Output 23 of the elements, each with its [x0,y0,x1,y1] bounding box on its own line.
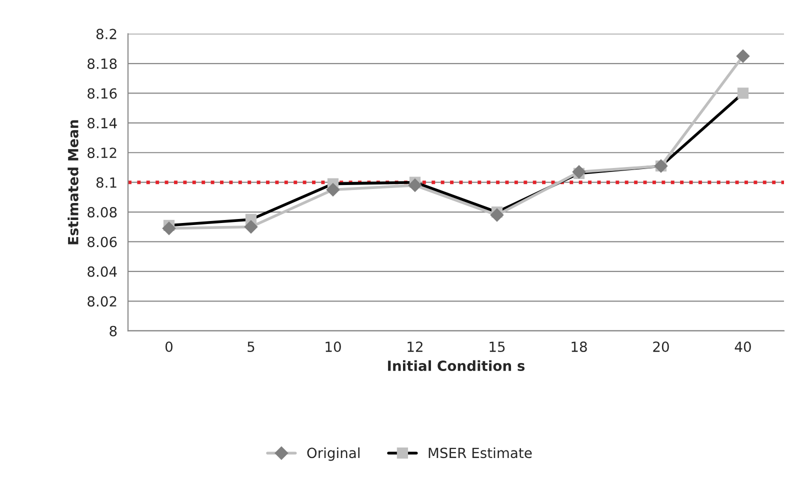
y-tick-label: 8.02 [88,296,116,307]
y-tick-label: 8.06 [88,236,117,248]
x-axis-title: Initial Condition s [388,360,525,372]
y-tick-label: 8.12 [88,148,116,158]
x-tick-label: 15 [490,342,505,352]
legend-label: Original [307,447,360,461]
y-tick-label: 8.18 [88,58,117,69]
x-tick-label: 0 [165,342,172,352]
y-tick-label: 8.14 [88,118,117,128]
y-tick-label: 8.2 [96,28,116,40]
y-tick-label: 8.1 [96,177,116,188]
y-tick-label: 8 [110,326,117,336]
y-axis-title: Estimated Mean [68,120,78,244]
x-tick-label: 5 [248,342,254,352]
x-tick-label: 20 [653,342,669,352]
x-tick-label: 40 [734,342,751,352]
x-tick-label: 12 [408,342,422,352]
x-tick-label: 10 [326,342,341,352]
y-tick-label: 8.04 [88,266,117,277]
y-tick-label: 8.08 [88,207,117,218]
y-tick-label: 8.16 [88,88,117,99]
legend-label: MSER Estimate [428,447,532,458]
x-tick-label: 18 [572,342,587,352]
